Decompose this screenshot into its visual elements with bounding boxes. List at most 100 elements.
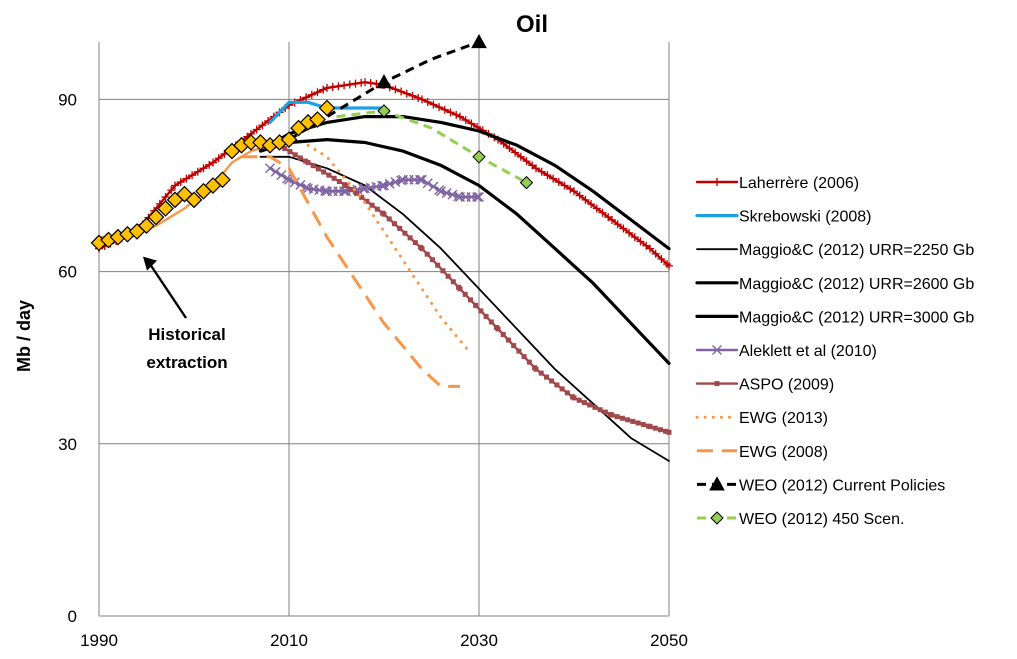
series-point <box>519 175 534 190</box>
series-point <box>265 163 275 174</box>
legend-label: Maggio&C (2012) URR=2600 Gb <box>739 276 974 293</box>
series-point <box>657 427 663 433</box>
annotation-line: Historical <box>148 325 225 344</box>
series-point <box>614 414 620 420</box>
series-point <box>414 93 423 102</box>
series-point <box>543 171 552 180</box>
series-point <box>282 145 288 151</box>
series-point <box>407 235 413 241</box>
series-point <box>402 89 411 98</box>
series-point <box>462 291 468 297</box>
series-point <box>474 191 484 202</box>
series-point <box>287 149 293 155</box>
series-point <box>323 83 331 92</box>
series-point <box>361 78 369 87</box>
series-point <box>570 187 578 196</box>
historical-point <box>318 99 336 117</box>
legend-item-ewg-2013: EWG (2013) <box>695 410 828 427</box>
series-point <box>581 400 587 406</box>
series-point <box>171 181 179 190</box>
x-tick-label-2010: 2010 <box>270 631 308 650</box>
series-line <box>258 138 671 365</box>
series-point <box>353 190 359 196</box>
series-point <box>176 178 185 187</box>
series-line <box>336 109 528 184</box>
legend-label: EWG (2013) <box>739 410 828 427</box>
series-point <box>625 417 631 423</box>
legend-item-ewg-2008: EWG (2008) <box>697 444 828 461</box>
series-point <box>472 191 483 202</box>
series-point <box>549 174 558 183</box>
series-line <box>306 143 471 354</box>
series-point <box>436 186 446 197</box>
series-point <box>386 216 392 222</box>
series-point <box>538 370 544 376</box>
series-point <box>521 354 527 360</box>
series-point <box>366 79 375 88</box>
series-ewg-2013 <box>306 143 471 354</box>
series-point <box>419 246 425 252</box>
series-point <box>292 152 298 158</box>
legend-label: Maggio&C (2012) URR=3000 Gb <box>739 309 974 326</box>
series-point <box>319 85 328 94</box>
series-point <box>302 93 311 102</box>
legend-marker <box>709 476 725 491</box>
historical-point <box>185 191 203 209</box>
series-point <box>505 337 511 343</box>
legend-item-maggio-c-2012-urr-3000-gb: Maggio&C (2012) URR=3000 Gb <box>695 309 974 326</box>
series-point <box>532 164 540 173</box>
series-point <box>576 397 582 403</box>
series-point <box>167 186 176 195</box>
series-point <box>478 308 484 314</box>
series-point <box>418 95 426 104</box>
series-point <box>396 175 407 186</box>
legend-label: ASPO (2009) <box>739 377 834 394</box>
legend-marker <box>712 345 722 355</box>
series-point <box>619 415 625 421</box>
series-point <box>359 194 365 200</box>
series-maggio-c-2012-urr-2600-gb <box>258 138 671 365</box>
series-weo-2012-450-scen <box>336 104 534 190</box>
legend-label: WEO (2012) Current Policies <box>739 477 945 494</box>
series-point <box>417 174 427 185</box>
series-point <box>587 200 596 209</box>
series-point <box>310 163 316 169</box>
series-point <box>391 85 400 94</box>
legend-item-maggio-c-2012-urr-2250-gb: Maggio&C (2012) URR=2250 Gb <box>696 242 974 259</box>
series-point <box>619 224 628 233</box>
legend-item-skrebowski-2008: Skrebowski (2008) <box>695 209 872 226</box>
series-point <box>457 286 463 292</box>
historical-point <box>157 200 174 217</box>
series-point <box>328 83 337 92</box>
series-point <box>315 166 321 172</box>
series-point <box>511 343 517 349</box>
series-point <box>381 211 387 217</box>
series-point <box>564 390 570 396</box>
series-point <box>657 254 666 263</box>
series-point <box>575 191 584 200</box>
legend-item-aspo-2009: ASPO (2009) <box>695 377 834 394</box>
series-point <box>652 425 658 431</box>
series-point <box>488 319 494 325</box>
y-tick-labels: 0 30 60 90 <box>58 90 77 626</box>
series-point <box>646 244 654 253</box>
series-point <box>313 88 322 97</box>
historical-point <box>147 208 165 226</box>
series-point <box>467 297 473 303</box>
series-point <box>446 108 455 117</box>
series-point <box>408 91 417 100</box>
series-point <box>526 359 532 365</box>
series-point <box>377 104 391 118</box>
legend-label: Skrebowski (2008) <box>739 209 872 226</box>
series-point <box>560 181 569 190</box>
series-point <box>445 273 451 279</box>
series-point <box>665 261 673 270</box>
series-point <box>625 228 634 237</box>
series-point <box>369 202 375 208</box>
legend-marker <box>714 381 720 387</box>
legend-item-laherr-re-2006: Laherrère (2006) <box>695 175 859 192</box>
series-point <box>326 172 332 178</box>
series-point <box>199 164 208 173</box>
annotation-line: extraction <box>146 353 227 372</box>
series-aspo-2009 <box>277 142 672 435</box>
